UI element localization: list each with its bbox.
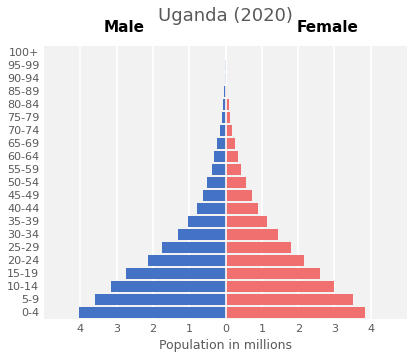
Bar [225,177,246,188]
Bar [225,112,229,123]
Bar [216,138,225,149]
Bar [225,203,258,214]
Bar [147,255,225,266]
Bar [225,255,303,266]
Bar [225,125,232,136]
Text: Male: Male [103,20,144,35]
Text: Female: Female [296,20,357,35]
Bar [224,86,225,97]
Bar [111,281,225,292]
Bar [225,268,319,279]
Bar [225,73,226,84]
Bar [225,242,290,253]
Bar [203,190,225,201]
Bar [225,190,251,201]
Bar [206,177,225,188]
X-axis label: Population in millions: Population in millions [159,339,292,352]
Bar [214,151,225,162]
Bar [225,99,228,110]
Bar [225,151,238,162]
Bar [221,112,225,123]
Bar [225,86,227,97]
Bar [225,294,352,305]
Bar [225,307,364,318]
Bar [187,216,225,227]
Bar [178,229,225,240]
Bar [223,99,225,110]
Bar [126,268,225,279]
Bar [225,229,278,240]
Bar [225,138,235,149]
Bar [225,281,334,292]
Bar [95,294,225,305]
Bar [225,164,240,175]
Bar [78,307,225,318]
Bar [211,164,225,175]
Bar [197,203,225,214]
Bar [219,125,225,136]
Bar [162,242,225,253]
Title: Uganda (2020): Uganda (2020) [158,7,292,25]
Bar [225,216,267,227]
